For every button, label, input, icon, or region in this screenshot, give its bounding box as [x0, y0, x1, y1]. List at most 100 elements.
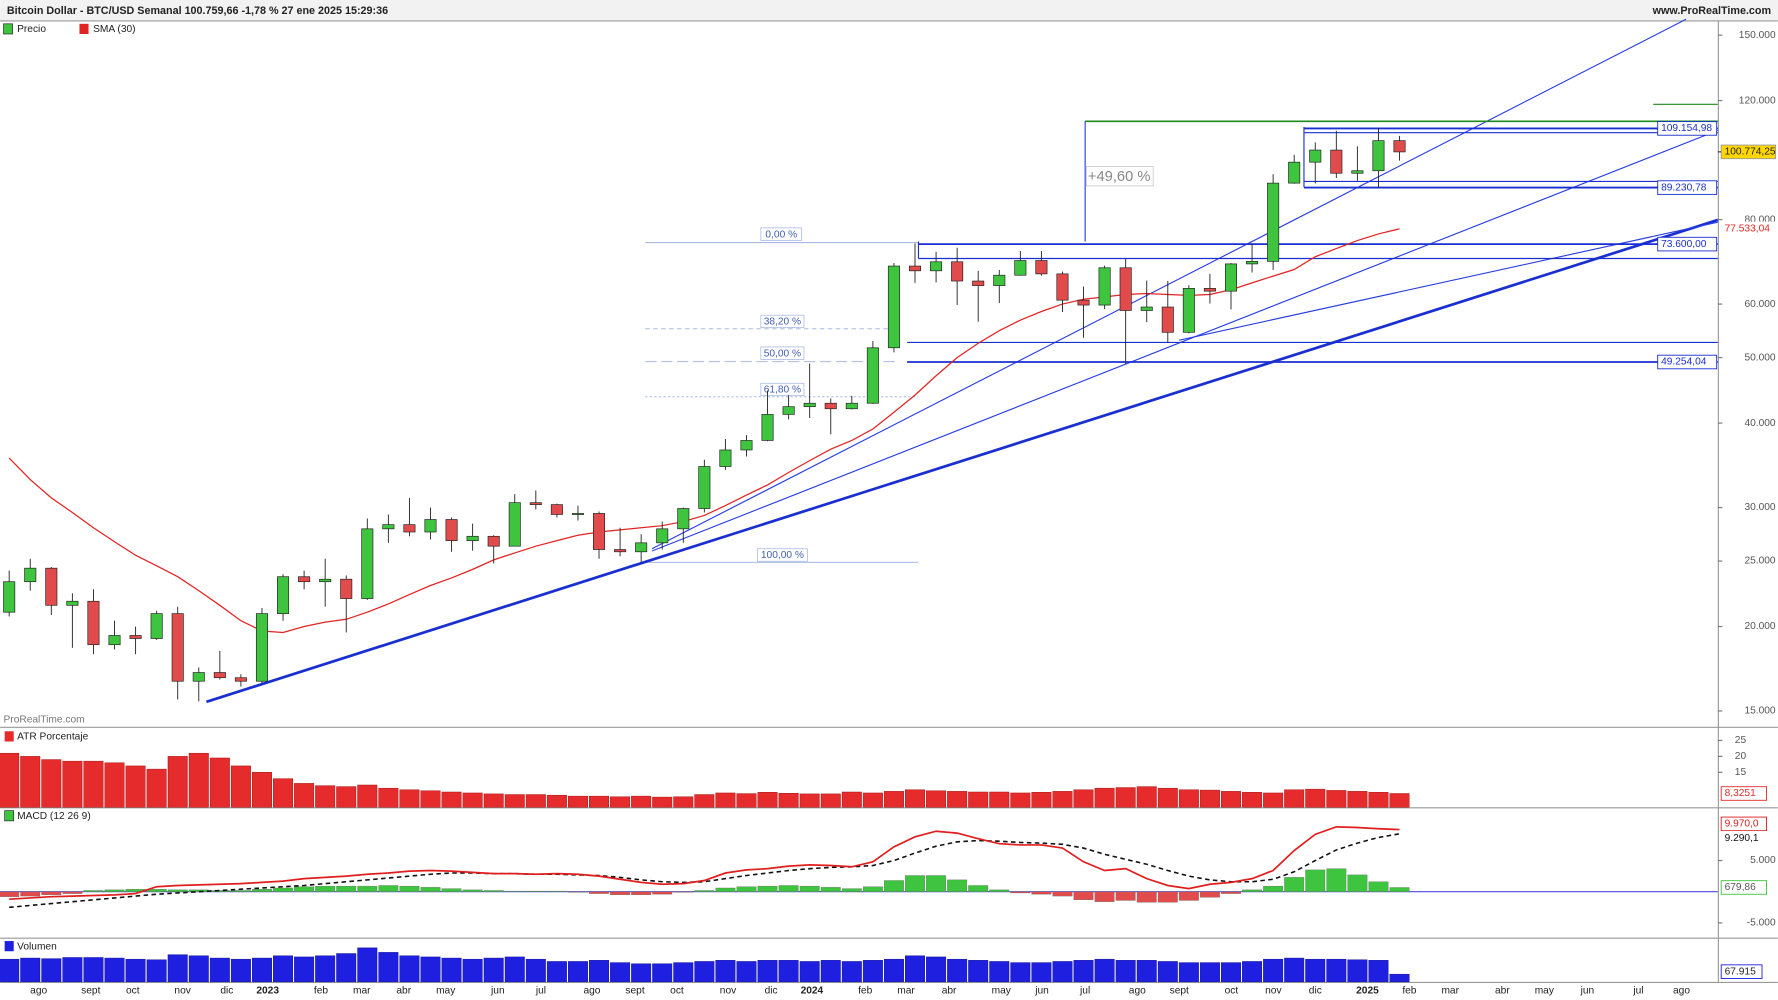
y-tick-label: 40.000: [1744, 418, 1775, 429]
volume-bar: [968, 960, 989, 983]
macd-hist-bar: [167, 889, 188, 892]
candle-body: [909, 265, 922, 272]
atr-bar: [1052, 791, 1073, 808]
candle-body: [129, 635, 142, 639]
candle-body: [1014, 260, 1027, 276]
atr-bar: [1094, 787, 1115, 808]
x-tick-label: sept: [625, 986, 644, 997]
candle-body: [466, 535, 479, 541]
volume-bar: [1010, 962, 1031, 983]
legend-swatch: [4, 941, 14, 952]
volume-bar: [652, 963, 673, 983]
macd-hist-bar: [1284, 877, 1305, 892]
volume-bar: [1263, 958, 1284, 983]
legend-label[interactable]: SMA (30): [93, 24, 135, 35]
candle-body: [614, 549, 627, 553]
legend-label[interactable]: Precio: [17, 24, 46, 35]
volume-bar: [83, 957, 104, 983]
candle-body: [150, 613, 163, 639]
atr-bar: [1178, 789, 1199, 808]
volume-bar: [862, 960, 883, 983]
header-site: www.ProRealTime.com: [1652, 5, 1771, 17]
volume-bar: [778, 960, 799, 983]
candle-body: [1351, 170, 1364, 174]
panel-title[interactable]: MACD (12 26 9): [17, 811, 91, 822]
macd-hist-bar: [462, 889, 483, 892]
x-tick-label: oct: [1225, 986, 1239, 997]
level-label: 89.230,78: [1661, 182, 1707, 193]
volume-bar: [462, 958, 483, 983]
macd-hist-bar: [0, 891, 20, 897]
candle-body: [698, 466, 711, 509]
x-tick-label: abr: [396, 986, 411, 997]
candle-body: [1077, 299, 1090, 306]
candles: [3, 127, 1406, 702]
level-label: 49.254,04: [1661, 357, 1707, 368]
volume-bar: [357, 947, 378, 983]
macd-hist-bar: [1094, 891, 1115, 902]
fib-label: 61,80 %: [764, 385, 801, 396]
volume-bar: [841, 961, 862, 983]
macd-hist-bar: [884, 880, 904, 892]
candle-body: [656, 528, 669, 544]
volume-bar: [989, 961, 1010, 983]
y-tick-label: 30.000: [1744, 502, 1775, 513]
macd-hist-bar: [905, 875, 925, 892]
volume-bar: [1326, 958, 1347, 983]
atr-bar: [947, 791, 968, 808]
panel-title[interactable]: ATR Porcentaje: [17, 732, 88, 743]
panel-title[interactable]: Volumen: [17, 941, 57, 952]
macd-hist-bar: [820, 887, 841, 892]
last-price-label: 100.774,25: [1725, 147, 1776, 158]
sma-last-label: 77.533,04: [1725, 224, 1771, 235]
volume-bar: [926, 956, 947, 983]
level-label-box: [1657, 180, 1718, 195]
x-tick-label: oct: [670, 986, 684, 997]
atr-bar: [631, 795, 652, 808]
volume-bar: [188, 955, 209, 983]
fib-label: 100,00 %: [761, 550, 804, 561]
macd-hist-bar: [652, 891, 673, 895]
candle-body: [972, 280, 985, 286]
atr-bar: [125, 765, 146, 808]
candle-body: [593, 513, 606, 550]
y-tick-label: 50.000: [1744, 352, 1775, 363]
macd-hist-bar: [41, 891, 62, 896]
x-tick-label: sept: [1170, 986, 1189, 997]
volume-bar: [273, 955, 294, 983]
macd-hist-bar: [1136, 891, 1157, 903]
macd-hist-bar: [1263, 885, 1284, 892]
hist-last-label: 679,86: [1725, 882, 1756, 893]
candle-body: [1119, 267, 1132, 311]
atr-bar: [1073, 789, 1094, 808]
x-tick-label: sept: [81, 986, 100, 997]
candle-body: [719, 449, 732, 467]
atr-bar: [420, 790, 441, 808]
volume-bar: [378, 952, 399, 983]
volume-bar: [420, 956, 441, 983]
sma-last-label-box: [1720, 221, 1777, 237]
volume-bar: [883, 958, 904, 983]
x-tick-label: nov: [174, 986, 191, 997]
volume-bar: [1073, 960, 1094, 983]
volume-bar: [336, 953, 357, 983]
fib-label-boxes: [757, 227, 808, 562]
macd-hist-bar: [1347, 874, 1368, 892]
atr-bar: [926, 790, 947, 808]
atr-bar: [989, 791, 1010, 808]
macd-signal-line: [9, 833, 1400, 909]
x-tick-label: jun: [490, 986, 505, 997]
atr-bar: [399, 789, 420, 808]
header-bar: [0, 0, 1778, 21]
macd-hist-bar: [1389, 887, 1410, 892]
atr-bar: [294, 783, 315, 808]
macd-hist-bar: [631, 891, 652, 896]
change-label: +49,60 %: [1088, 169, 1151, 185]
candle-body: [1246, 261, 1259, 265]
atr-bar: [230, 765, 251, 808]
macd-hist-bar: [20, 891, 41, 897]
x-tick-label: ago: [30, 986, 47, 997]
x-tick-label: 2025: [1356, 986, 1379, 997]
volume-bar: [1115, 960, 1136, 983]
candle-body: [951, 261, 964, 282]
